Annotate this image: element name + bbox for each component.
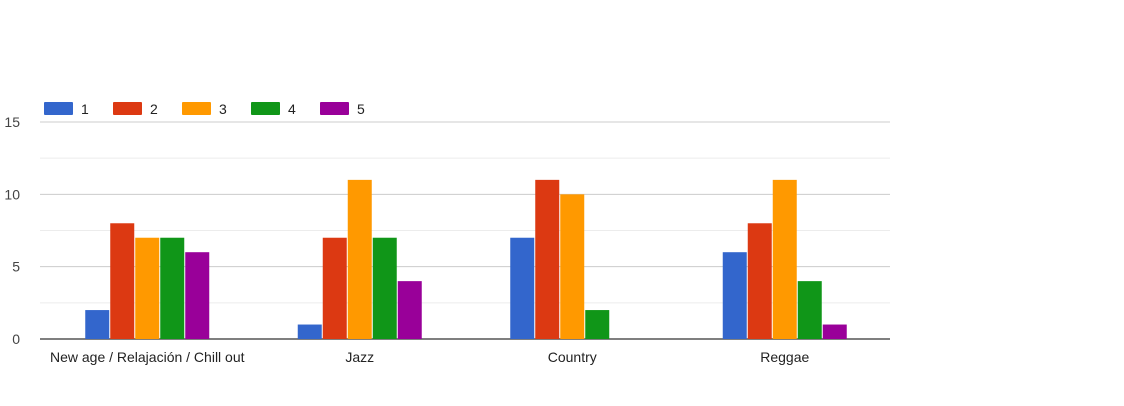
bars xyxy=(85,179,847,339)
bar-series-2-2[interactable] xyxy=(535,179,560,339)
legend-label-1: 1 xyxy=(81,101,89,117)
bar-series-1-0[interactable] xyxy=(85,310,110,339)
bar-series-3-3[interactable] xyxy=(772,179,797,339)
y-tick-label: 15 xyxy=(4,114,20,130)
bar-series-2-1[interactable] xyxy=(322,237,347,339)
bar-series-1-3[interactable] xyxy=(722,252,747,339)
legend-swatch-3 xyxy=(182,102,211,115)
x-category-label: New age / Relajación / Chill out xyxy=(50,349,245,365)
bar-series-4-2[interactable] xyxy=(585,310,610,339)
bar-series-2-3[interactable] xyxy=(747,223,772,339)
bar-series-3-0[interactable] xyxy=(135,237,160,339)
x-category-label: Reggae xyxy=(760,349,809,365)
bar-series-5-0[interactable] xyxy=(185,252,210,339)
bar-series-4-0[interactable] xyxy=(160,237,185,339)
bar-series-1-2[interactable] xyxy=(510,237,535,339)
legend-label-4: 4 xyxy=(288,101,296,117)
bar-series-3-1[interactable] xyxy=(347,179,372,339)
x-category-label: Country xyxy=(548,349,597,365)
bar-series-1-1[interactable] xyxy=(297,324,322,339)
legend-swatch-5 xyxy=(320,102,349,115)
legend-label-3: 3 xyxy=(219,101,227,117)
y-tick-label: 0 xyxy=(12,331,20,347)
legend-swatch-1 xyxy=(44,102,73,115)
legend-label-5: 5 xyxy=(357,101,365,117)
y-tick-label: 10 xyxy=(4,186,20,202)
bar-series-5-1[interactable] xyxy=(397,281,422,339)
bar-series-4-1[interactable] xyxy=(372,237,397,339)
legend-swatch-2 xyxy=(113,102,142,115)
legend-swatch-4 xyxy=(251,102,280,115)
x-category-label: Jazz xyxy=(345,349,374,365)
legend: 1 2 3 4 5 xyxy=(44,101,365,117)
bar-series-3-2[interactable] xyxy=(560,194,585,339)
bar-series-2-0[interactable] xyxy=(110,223,135,339)
bar-series-4-3[interactable] xyxy=(797,281,822,339)
legend-label-2: 2 xyxy=(150,101,158,117)
y-tick-label: 5 xyxy=(12,259,20,275)
bar-series-5-3[interactable] xyxy=(822,324,847,339)
